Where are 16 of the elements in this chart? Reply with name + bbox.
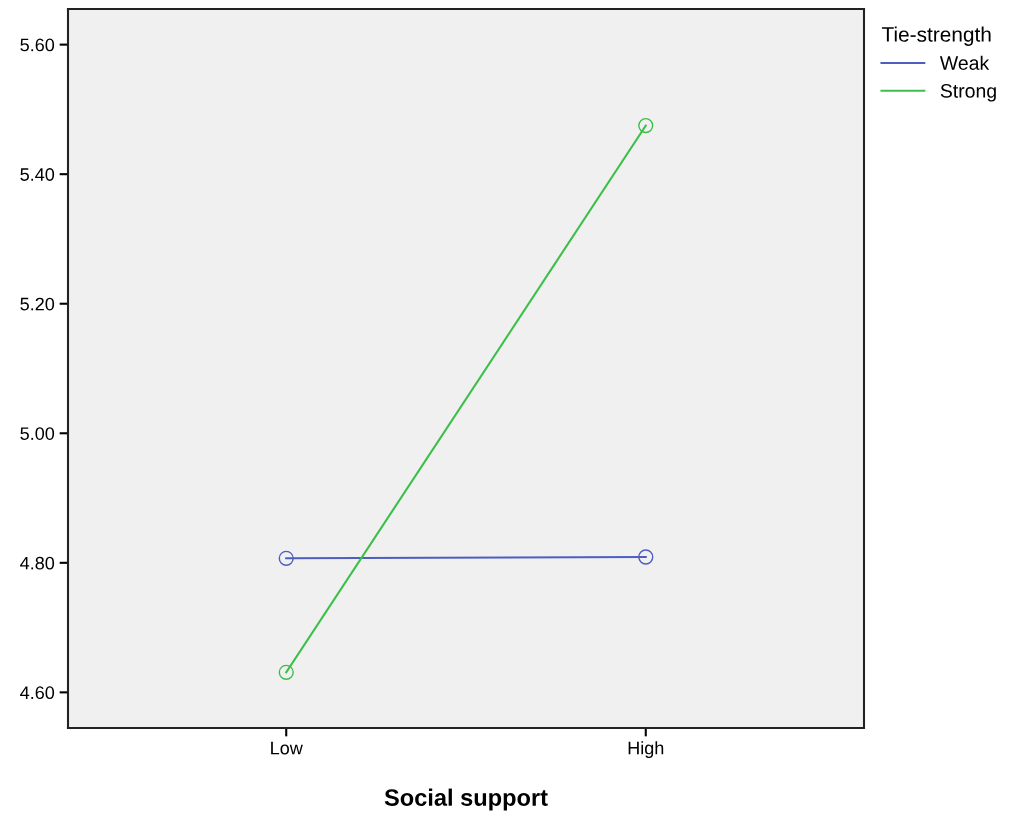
y-tick-label: 5.40 — [20, 168, 55, 181]
legend-label: Strong — [940, 84, 996, 102]
point — [278, 550, 294, 566]
legend-title: Tie-strength — [881, 26, 991, 46]
x-tick-label: Low — [271, 741, 303, 755]
x-axis-title: Social support — [384, 788, 548, 811]
y-tick-label: 5.60 — [20, 38, 55, 52]
point — [278, 664, 294, 680]
point — [638, 549, 654, 565]
y-tick-label: 5.20 — [20, 297, 55, 311]
y-tick-label: 5.00 — [20, 427, 55, 440]
x-tick-label: High — [628, 741, 664, 759]
point — [638, 117, 654, 134]
y-tick-label: 4.60 — [20, 686, 55, 700]
y-tick-label: 4.80 — [20, 556, 55, 570]
legend-label: Weak — [939, 55, 990, 70]
